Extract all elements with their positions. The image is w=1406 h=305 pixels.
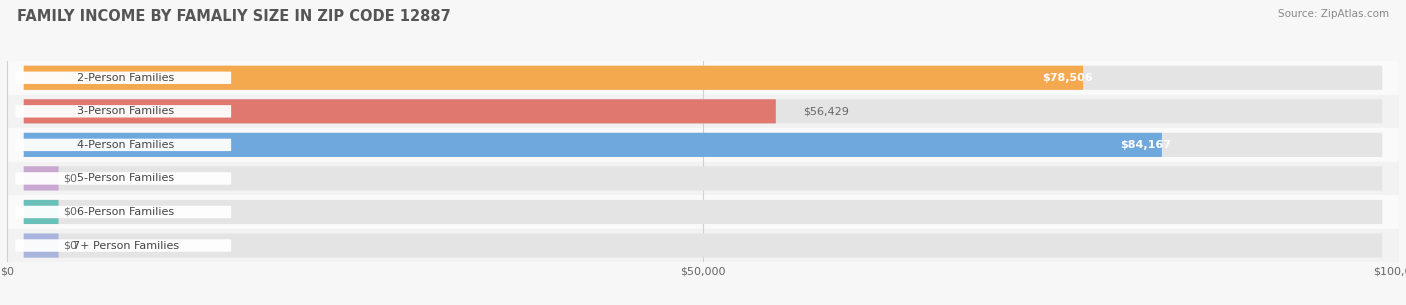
FancyBboxPatch shape <box>15 139 231 151</box>
FancyBboxPatch shape <box>24 233 59 258</box>
FancyBboxPatch shape <box>15 172 231 185</box>
FancyBboxPatch shape <box>24 233 1382 258</box>
FancyBboxPatch shape <box>15 206 231 218</box>
Text: $0: $0 <box>63 174 77 183</box>
FancyBboxPatch shape <box>15 239 231 252</box>
Bar <box>7 95 1399 128</box>
Bar <box>7 229 1399 262</box>
Bar <box>7 61 1399 95</box>
Text: 5-Person Families: 5-Person Families <box>77 174 174 183</box>
FancyBboxPatch shape <box>24 133 1382 157</box>
Text: $84,167: $84,167 <box>1121 140 1171 150</box>
Text: 3-Person Families: 3-Person Families <box>77 106 174 116</box>
FancyBboxPatch shape <box>24 166 59 191</box>
FancyBboxPatch shape <box>24 200 1382 224</box>
FancyBboxPatch shape <box>15 105 231 117</box>
FancyBboxPatch shape <box>15 72 231 84</box>
Bar <box>7 162 1399 195</box>
Text: $0: $0 <box>63 207 77 217</box>
Text: 2-Person Families: 2-Person Families <box>77 73 174 83</box>
FancyBboxPatch shape <box>24 99 1382 124</box>
Text: $56,429: $56,429 <box>804 106 849 116</box>
Text: 7+ Person Families: 7+ Person Families <box>73 241 179 250</box>
FancyBboxPatch shape <box>24 99 776 124</box>
Bar <box>7 195 1399 229</box>
Text: Source: ZipAtlas.com: Source: ZipAtlas.com <box>1278 9 1389 19</box>
Text: FAMILY INCOME BY FAMALIY SIZE IN ZIP CODE 12887: FAMILY INCOME BY FAMALIY SIZE IN ZIP COD… <box>17 9 450 24</box>
FancyBboxPatch shape <box>24 166 1382 191</box>
FancyBboxPatch shape <box>24 66 1083 90</box>
FancyBboxPatch shape <box>24 200 59 224</box>
Text: 4-Person Families: 4-Person Families <box>77 140 174 150</box>
Text: 6-Person Families: 6-Person Families <box>77 207 174 217</box>
Text: $78,506: $78,506 <box>1042 73 1092 83</box>
FancyBboxPatch shape <box>24 133 1161 157</box>
Text: $0: $0 <box>63 241 77 250</box>
Bar <box>7 128 1399 162</box>
FancyBboxPatch shape <box>24 66 1382 90</box>
